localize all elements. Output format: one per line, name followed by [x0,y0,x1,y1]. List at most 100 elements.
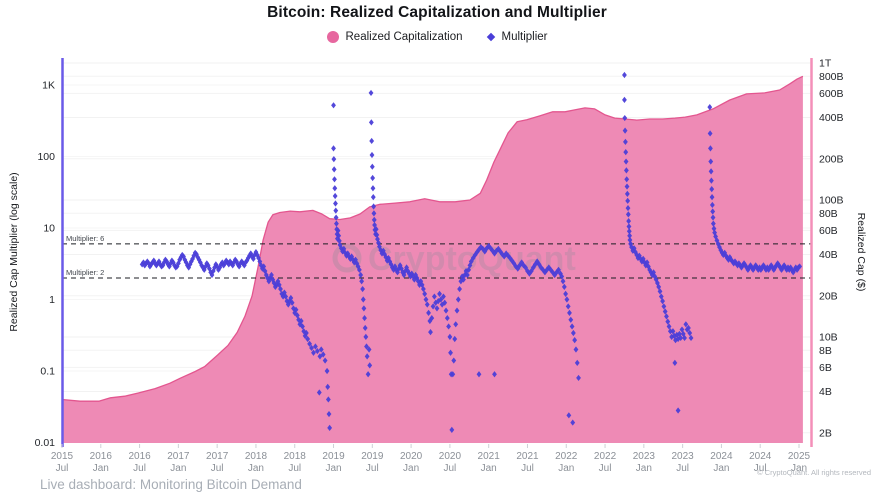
multiplier-point [448,349,453,356]
multiplier-point [336,232,342,239]
multiplier-point [247,252,252,259]
multiplier-point [293,306,299,313]
right-tick-label: 20B [819,290,838,302]
x-tick-month: Jul [443,463,456,474]
multiplier-point [773,262,779,269]
multiplier-point [230,262,236,269]
multiplier-point [241,262,247,269]
x-tick-month: Jan [403,463,419,474]
multiplier-point [364,353,370,360]
x-tick-year: 2022 [555,451,578,462]
multiplier-point [457,285,462,293]
multiplier-point [790,269,796,276]
multiplier-point [568,316,574,323]
realized-cap-legend-marker-icon [326,31,339,43]
x-tick-year: 2018 [284,451,307,462]
multiplier-point [333,207,339,214]
multiplier-point [572,337,578,344]
multiplier-point [655,279,660,287]
multiplier-point [444,314,450,322]
multiplier-point [480,245,486,253]
multiplier-point [276,281,282,289]
multiplier-point [660,297,665,305]
x-tick-month: Jul [676,463,689,474]
multiplier-point [565,303,571,310]
left-tick-label: 1 [49,294,55,306]
cryptoquant-logo-icon [332,243,362,273]
multiplier-point [332,192,338,200]
multiplier-point [377,243,382,250]
multiplier-point [709,201,715,209]
multiplier-point [672,359,678,366]
multiplier-point [213,261,219,268]
multiplier-point [316,389,322,396]
multiplier-point [643,262,649,269]
multiplier-point [429,314,435,322]
multiplier-point [181,253,186,260]
multiplier-point [439,301,445,308]
multiplier-point [376,239,381,246]
multiplier-point [707,130,713,137]
multiplier-point [661,303,667,310]
multiplier-point [302,332,308,339]
multiplier-point [623,149,629,156]
multiplier-point [626,223,632,230]
right-tick-label: 600B [819,88,844,100]
copyright-notice: © CryptoQuant. All rights reserved [757,468,871,477]
multiplier-point [269,271,274,279]
multiplier-point [662,308,668,315]
multiplier-point [576,374,581,382]
multiplier-point [187,261,193,268]
multiplier-point [332,176,337,183]
x-tick-year: 2021 [478,451,501,462]
multiplier-point [142,262,148,269]
multiplier-point [368,119,374,126]
legend-item-realized-cap[interactable]: Realized Capitalization [326,31,462,43]
multiplier-point [309,344,314,352]
multiplier-point [624,176,630,183]
multiplier-point [709,185,715,193]
watermark: CryptoQuant [332,240,576,278]
multiplier-point [442,299,448,306]
x-tick-year: 2025 [788,451,811,462]
x-tick-year: 2020 [439,451,462,462]
multiplier-point [521,262,526,269]
multiplier-point [556,266,561,273]
multiplier-point [708,168,714,175]
multiplier-point [658,293,664,300]
legend-item-multiplier[interactable]: Multiplier [487,31,548,43]
axis-lines [61,58,813,447]
multiplier-point [151,257,157,264]
x-tick-month: Jan [248,463,264,474]
x-tick-year: 2018 [245,451,268,462]
multiplier-point [331,145,336,152]
multiplier-point [208,269,214,276]
x-tick-year: 2017 [167,451,190,462]
x-tick-year: 2016 [90,451,113,462]
multiplier-point [148,261,154,268]
multiplier-point [369,137,375,145]
multiplier-point [455,296,461,303]
multiplier-point [283,293,289,300]
multiplier-point [305,335,311,343]
multiplier-point [678,334,684,342]
multiplier-point [433,299,439,306]
multiplier-point [303,329,309,337]
multiplier-point [492,371,497,378]
multiplier-point [362,314,367,322]
multiplier-point [624,183,630,190]
multiplier-point [449,426,455,434]
multiplier-point [420,285,426,293]
right-tick-label: 4B [819,386,832,398]
multiplier-point [346,253,352,260]
multiplier-point [170,259,176,266]
multiplier-point [464,271,470,279]
left-axis-title: Realized Cap Multiplier (log scale) [8,172,20,331]
multiplier-point [278,285,283,293]
multiplier-point [452,335,458,343]
multiplier-point [313,343,318,350]
multiplier-point [366,346,372,353]
x-tick-month: Jul [521,463,534,474]
multiplier-point [415,278,421,285]
